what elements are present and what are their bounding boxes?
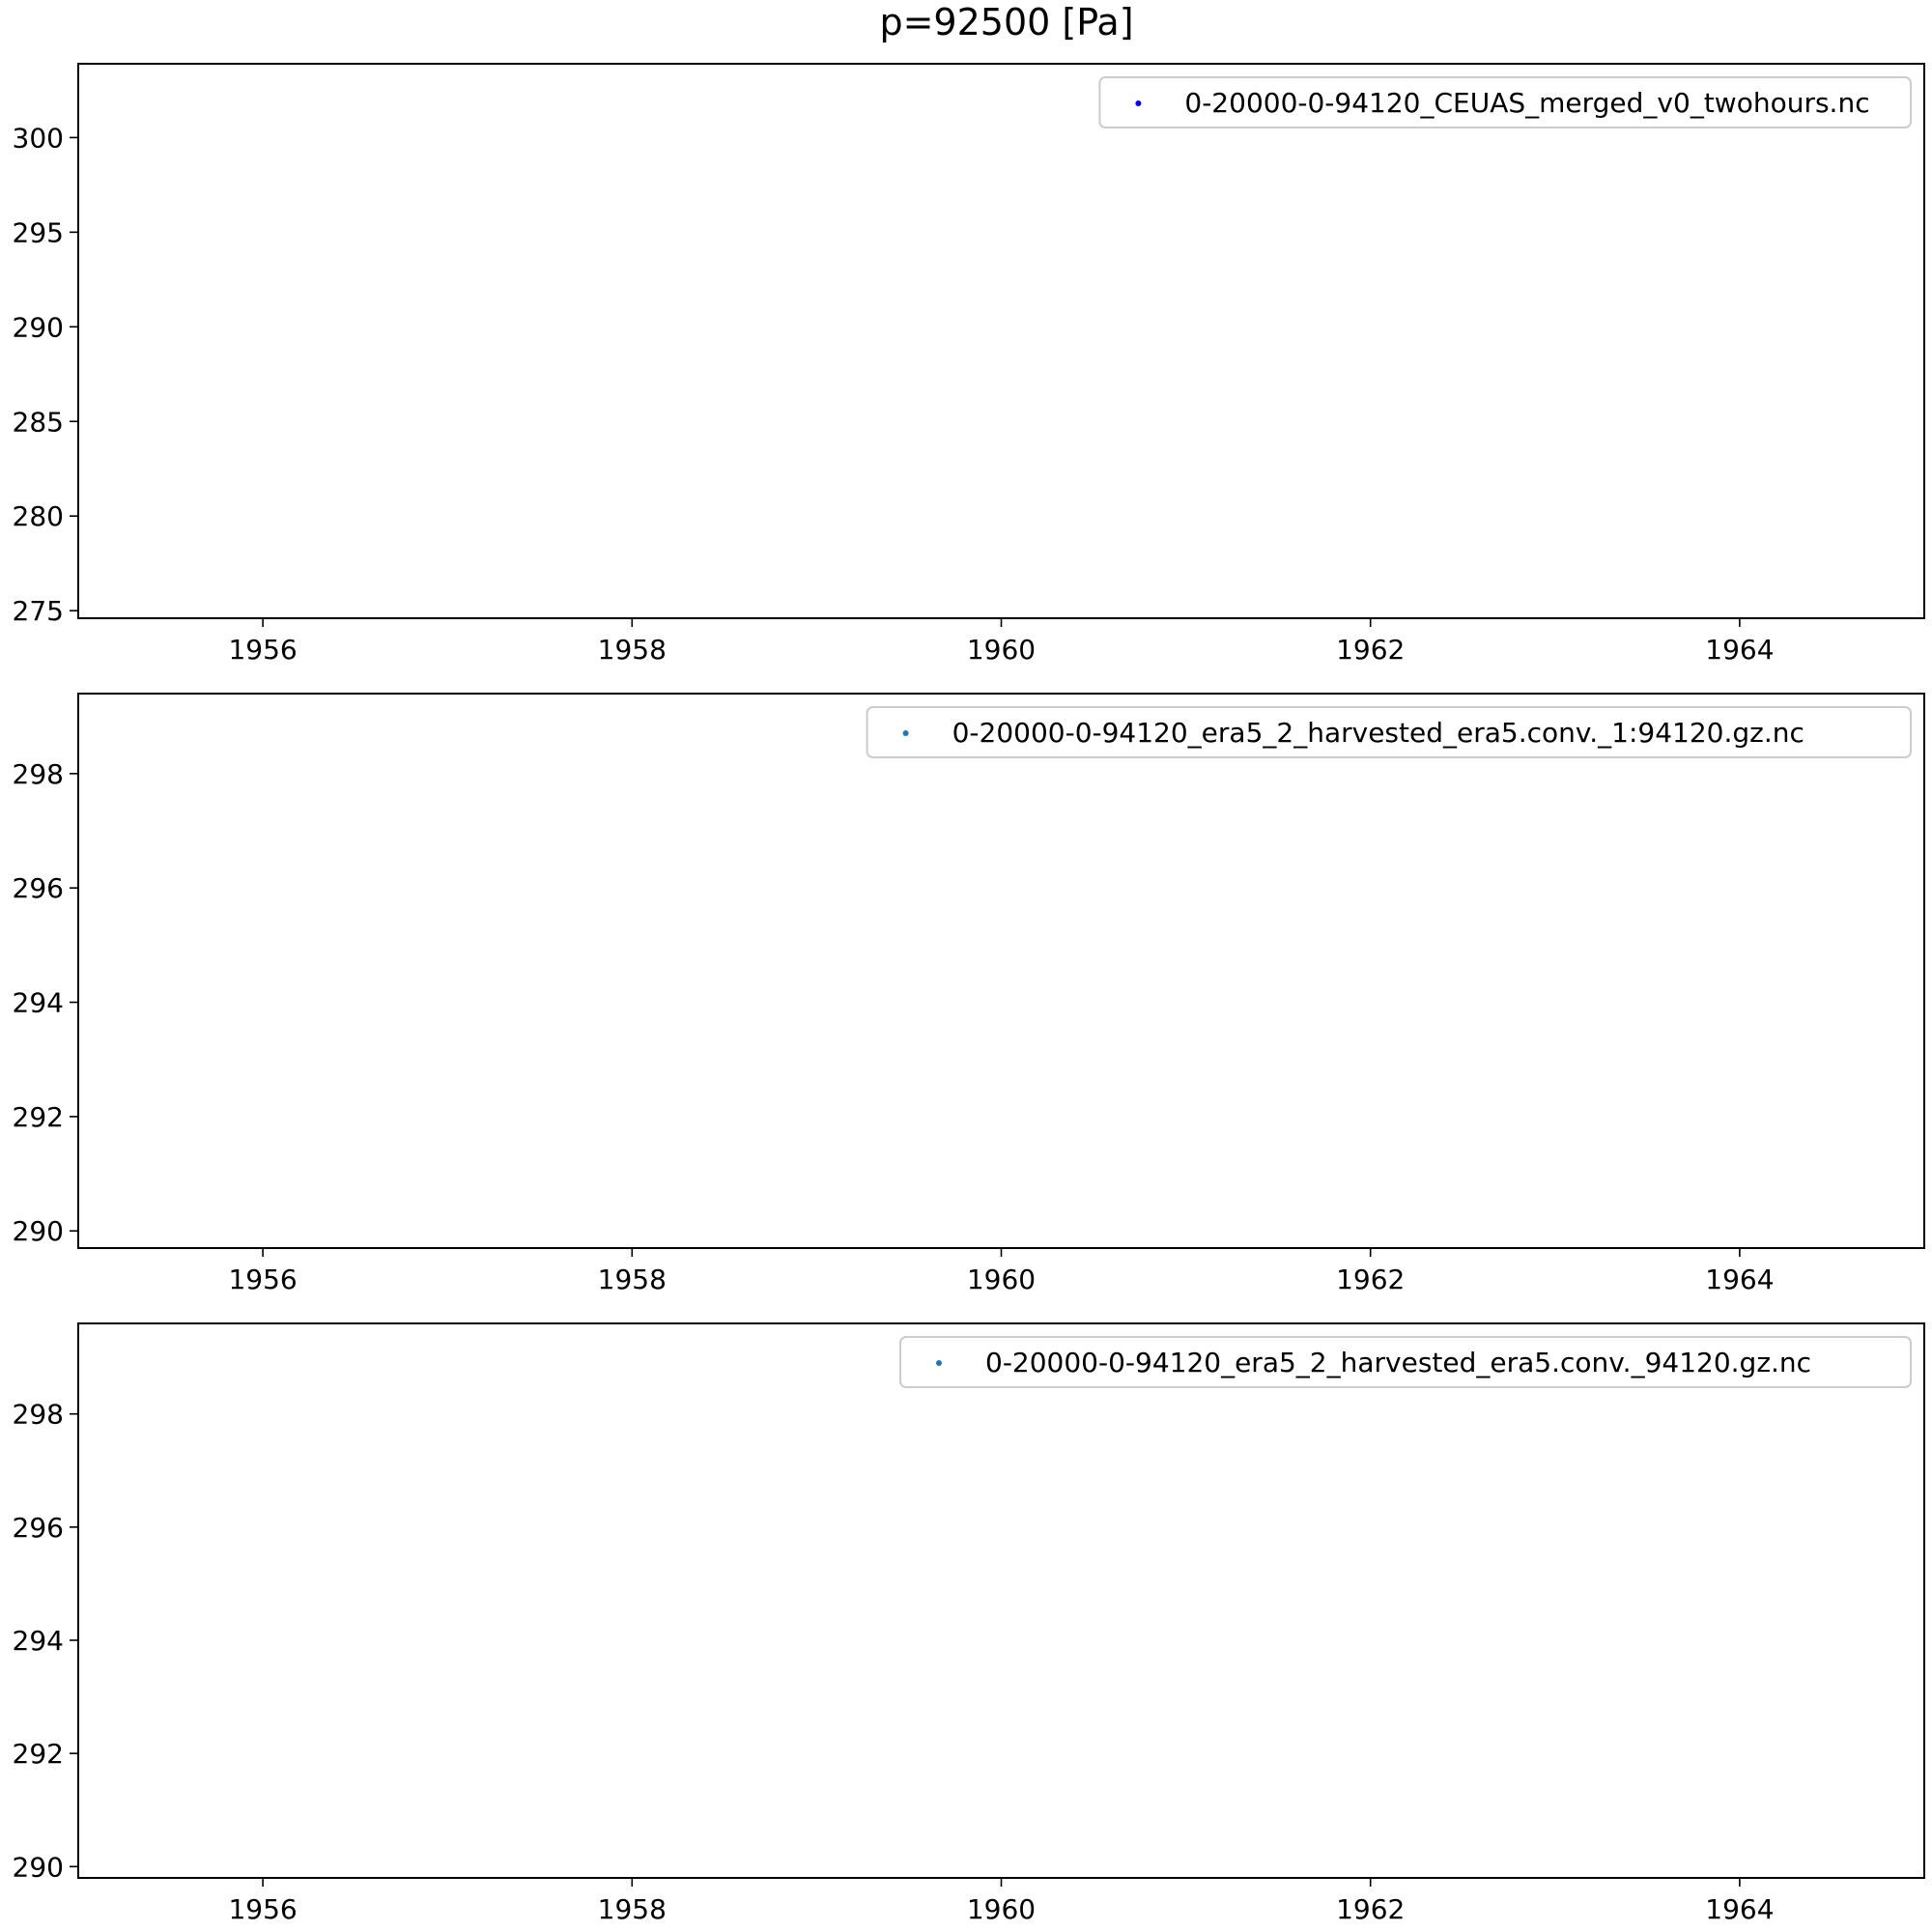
figure-title: p=92500 [Pa] <box>879 1 1133 43</box>
x-tick-label: 1958 <box>598 1264 667 1295</box>
y-tick-label: 298 <box>13 758 64 790</box>
y-tick-label: 292 <box>13 1101 64 1133</box>
legend-box <box>899 1336 1912 1388</box>
x-tick-label: 1956 <box>228 1264 297 1295</box>
legend-label: 0-20000-0-94120_CEUAS_merged_v0_twohours… <box>1184 87 1869 119</box>
panel-3: 1956 1958 1960 1962 1964 290 292 294 296 298 0-200… <box>13 1322 1925 1925</box>
y-tick-label: 296 <box>13 872 64 904</box>
x-tick-label: 1962 <box>1336 634 1405 666</box>
y-tick-label: 290 <box>13 1851 64 1883</box>
y-tick-label: 275 <box>13 595 64 627</box>
x-tick-label: 1958 <box>598 634 667 666</box>
legend-box <box>866 706 1912 758</box>
x-tick-label: 1964 <box>1705 1264 1774 1295</box>
y-tick-label: 290 <box>13 1215 64 1247</box>
y-tick-label: 300 <box>13 122 64 154</box>
x-tick-label: 1964 <box>1705 1893 1774 1925</box>
x-tick-label: 1962 <box>1336 1264 1405 1295</box>
y-tick-label: 292 <box>13 1738 64 1770</box>
y-tick-label: 296 <box>13 1512 64 1544</box>
y-tick-label: 295 <box>13 216 64 248</box>
legend-label: 0-20000-0-94120_era5_2_harvested_era5.co… <box>985 1347 1811 1378</box>
legend-marker <box>936 1360 942 1366</box>
panel-1: 1956 1958 1960 1962 1964 275 280 285 290 295 300 0-… <box>13 63 1925 666</box>
legend: 0-20000-0-94120_CEUAS_merged_v0_twohours… <box>1098 76 1912 128</box>
x-tick-label: 1960 <box>967 1893 1036 1925</box>
y-tick-label: 280 <box>13 500 64 532</box>
y-tick-label: 285 <box>13 406 64 438</box>
legend-marker <box>902 730 909 736</box>
x-tick-label: 1956 <box>228 1893 297 1925</box>
x-tick-label: 1960 <box>967 634 1036 666</box>
legend: 0-20000-0-94120_era5_2_harvested_era5.co… <box>866 706 1912 758</box>
x-tick-label: 1956 <box>228 634 297 666</box>
legend-marker <box>1135 100 1142 106</box>
y-tick-label: 294 <box>13 1625 64 1657</box>
y-tick-label: 290 <box>13 311 64 343</box>
x-tick-label: 1964 <box>1705 634 1774 666</box>
panel-2: 1956 1958 1960 1962 1964 290 292 294 296 298 0-200… <box>13 693 1925 1295</box>
legend-label: 0-20000-0-94120_era5_2_harvested_era5.co… <box>952 717 1804 749</box>
legend-box <box>1098 76 1912 128</box>
panels: 1956 1958 1960 1962 1964 275 280 285 290 295 300 0-… <box>13 63 1925 1925</box>
x-tick-label: 1960 <box>967 1264 1036 1295</box>
y-tick-label: 298 <box>13 1399 64 1431</box>
y-tick-label: 294 <box>13 987 64 1019</box>
legend: 0-20000-0-94120_era5_2_harvested_era5.co… <box>899 1336 1912 1388</box>
x-tick-label: 1962 <box>1336 1893 1405 1925</box>
x-tick-label: 1958 <box>598 1893 667 1925</box>
